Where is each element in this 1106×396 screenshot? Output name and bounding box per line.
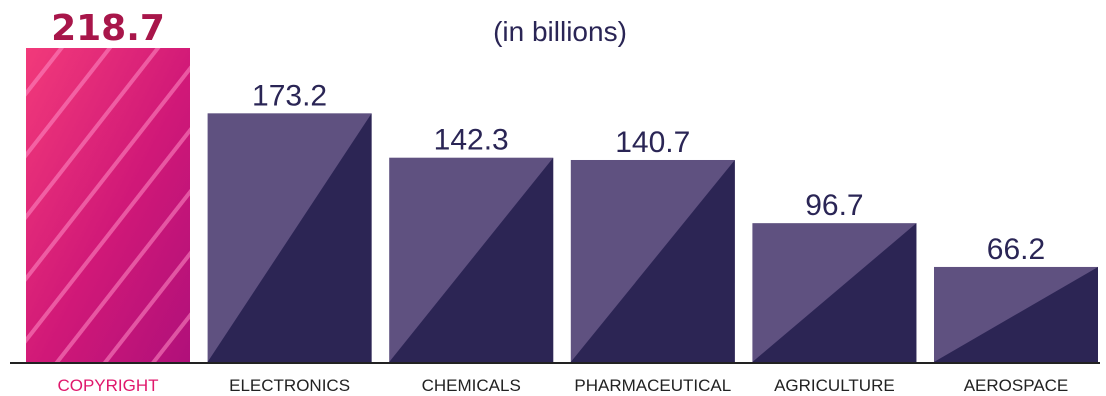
category-label-4: AGRICULTURE [774, 376, 895, 395]
chart-subtitle: (in billions) [493, 16, 627, 47]
category-label-1: ELECTRONICS [229, 376, 350, 395]
value-label-2: 142.3 [434, 124, 509, 157]
bar-0-texture [26, 48, 190, 362]
bar-3-shade [570, 159, 735, 362]
value-label-4: 96.7 [805, 189, 863, 222]
value-label-3: 140.7 [615, 126, 690, 159]
category-label-3: PHARMACEUTICAL [574, 376, 731, 395]
bar-4-shade [752, 223, 917, 362]
category-label-0: COPYRIGHT [57, 376, 158, 395]
value-label-0: 218.7 [51, 8, 165, 49]
category-label-2: CHEMICALS [422, 376, 521, 395]
bar-2-shade [389, 157, 554, 362]
value-label-5: 66.2 [987, 233, 1045, 266]
bar-1-shade [207, 113, 372, 362]
category-label-5: AEROSPACE [964, 376, 1069, 395]
bar-5-shade [934, 266, 1098, 362]
value-label-1: 173.2 [252, 79, 327, 112]
